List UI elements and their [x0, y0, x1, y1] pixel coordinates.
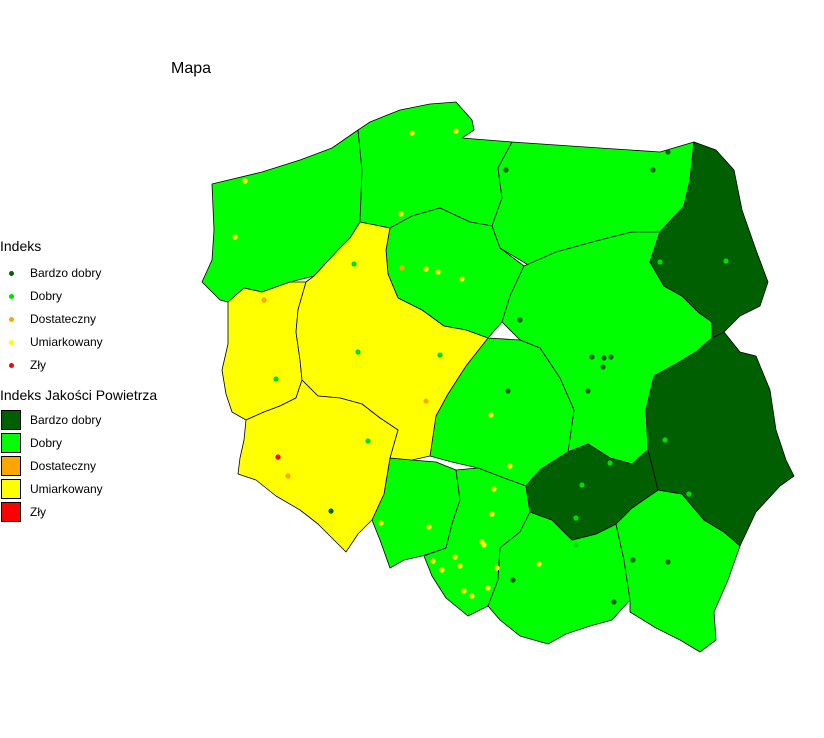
- station-point[interactable]: [601, 355, 607, 361]
- legend-label: Bardzo dobry: [30, 266, 102, 280]
- station-point[interactable]: [453, 128, 459, 134]
- station-point[interactable]: [589, 354, 595, 360]
- legend-point-umiarkowany: Umiarkowany: [0, 331, 103, 353]
- station-point[interactable]: [494, 565, 500, 571]
- station-point[interactable]: [507, 463, 513, 469]
- station-point[interactable]: [607, 460, 613, 466]
- legend-label: Zły: [30, 358, 46, 372]
- station-point[interactable]: [457, 563, 463, 569]
- legend-region-zly: Zły: [0, 501, 46, 523]
- station-point[interactable]: [355, 349, 361, 355]
- legend-label: Zły: [30, 505, 46, 519]
- station-point[interactable]: [365, 438, 371, 444]
- station-point[interactable]: [573, 542, 579, 548]
- region-lubelskie[interactable]: [645, 331, 795, 547]
- station-point[interactable]: [409, 130, 415, 136]
- station-point[interactable]: [469, 593, 475, 599]
- station-point[interactable]: [657, 259, 663, 265]
- station-point[interactable]: [275, 454, 281, 460]
- station-point[interactable]: [398, 211, 404, 217]
- legend-label: Dobry: [30, 436, 63, 450]
- legend-label: Bardzo dobry: [30, 413, 102, 427]
- station-point[interactable]: [491, 486, 497, 492]
- station-point[interactable]: [630, 557, 636, 563]
- station-point[interactable]: [600, 364, 606, 370]
- legend-point-dot: [8, 362, 14, 368]
- region-swietokrzyskie[interactable]: [525, 443, 659, 541]
- station-point[interactable]: [488, 412, 494, 418]
- legend-region-umiarkowany: Umiarkowany: [0, 478, 103, 500]
- station-point[interactable]: [665, 149, 671, 155]
- station-point[interactable]: [261, 297, 267, 303]
- legend-point-dobry: Dobry: [0, 285, 62, 307]
- legend-swatch: [1, 456, 21, 476]
- station-point[interactable]: [723, 258, 729, 264]
- station-point[interactable]: [611, 599, 617, 605]
- station-point[interactable]: [285, 473, 291, 479]
- legend-label: Umiarkowany: [30, 335, 103, 349]
- legend-point-bardzo-dobry: Bardzo dobry: [0, 262, 101, 284]
- legend-swatch: [1, 479, 21, 499]
- legend-label: Dobry: [30, 289, 63, 303]
- legend-points-title: Indeks: [0, 238, 42, 254]
- station-point[interactable]: [399, 265, 405, 271]
- station-point[interactable]: [517, 317, 523, 323]
- legend-region-bardzo-dobry: Bardzo dobry: [0, 409, 101, 431]
- station-points: [232, 128, 729, 605]
- station-point[interactable]: [437, 352, 443, 358]
- legend-point-dot: [8, 316, 14, 322]
- station-point[interactable]: [435, 269, 441, 275]
- legend-region-dostateczny: Dostateczny: [0, 455, 96, 477]
- legend-point-zly: Zły: [0, 354, 46, 376]
- station-point[interactable]: [459, 276, 465, 282]
- station-point[interactable]: [242, 178, 248, 184]
- legend-swatch: [1, 433, 21, 453]
- station-point[interactable]: [485, 585, 491, 591]
- station-point[interactable]: [426, 524, 432, 530]
- station-point[interactable]: [650, 167, 656, 173]
- station-point[interactable]: [686, 491, 692, 497]
- legend-point-dot: [8, 270, 14, 276]
- station-point[interactable]: [489, 511, 495, 517]
- station-point[interactable]: [461, 588, 467, 594]
- station-point[interactable]: [608, 354, 614, 360]
- station-point[interactable]: [585, 388, 591, 394]
- station-point[interactable]: [378, 520, 384, 526]
- station-point[interactable]: [430, 558, 436, 564]
- region-dolnoslaskie[interactable]: [237, 379, 399, 553]
- station-point[interactable]: [423, 398, 429, 404]
- station-point[interactable]: [351, 261, 357, 267]
- legend-label: Dostateczny: [30, 459, 97, 473]
- station-point[interactable]: [573, 515, 579, 521]
- map-title: Mapa: [171, 60, 212, 77]
- station-point[interactable]: [503, 167, 509, 173]
- station-point[interactable]: [423, 266, 429, 272]
- legend-label: Umiarkowany: [30, 482, 103, 496]
- station-point[interactable]: [505, 388, 511, 394]
- station-point[interactable]: [536, 561, 542, 567]
- station-point[interactable]: [662, 437, 668, 443]
- station-point[interactable]: [452, 554, 458, 560]
- station-point[interactable]: [439, 567, 445, 573]
- station-point[interactable]: [665, 559, 671, 565]
- legend-swatch: [1, 502, 21, 522]
- station-point[interactable]: [273, 376, 279, 382]
- station-point[interactable]: [579, 482, 585, 488]
- legend-region-dobry: Dobry: [0, 432, 62, 454]
- station-point[interactable]: [510, 577, 516, 583]
- legend-swatch: [1, 410, 21, 430]
- station-point[interactable]: [232, 234, 238, 240]
- legend-point-dot: [8, 339, 14, 345]
- region-wielkopolskie[interactable]: [295, 221, 489, 461]
- station-point[interactable]: [328, 508, 334, 514]
- legend-regions-title: Indeks Jakości Powietrza: [0, 387, 158, 403]
- legend-point-dot: [8, 293, 14, 299]
- station-point[interactable]: [481, 542, 487, 548]
- legend-point-dostateczny: Dostateczny: [0, 308, 96, 330]
- legend-label: Dostateczny: [30, 312, 97, 326]
